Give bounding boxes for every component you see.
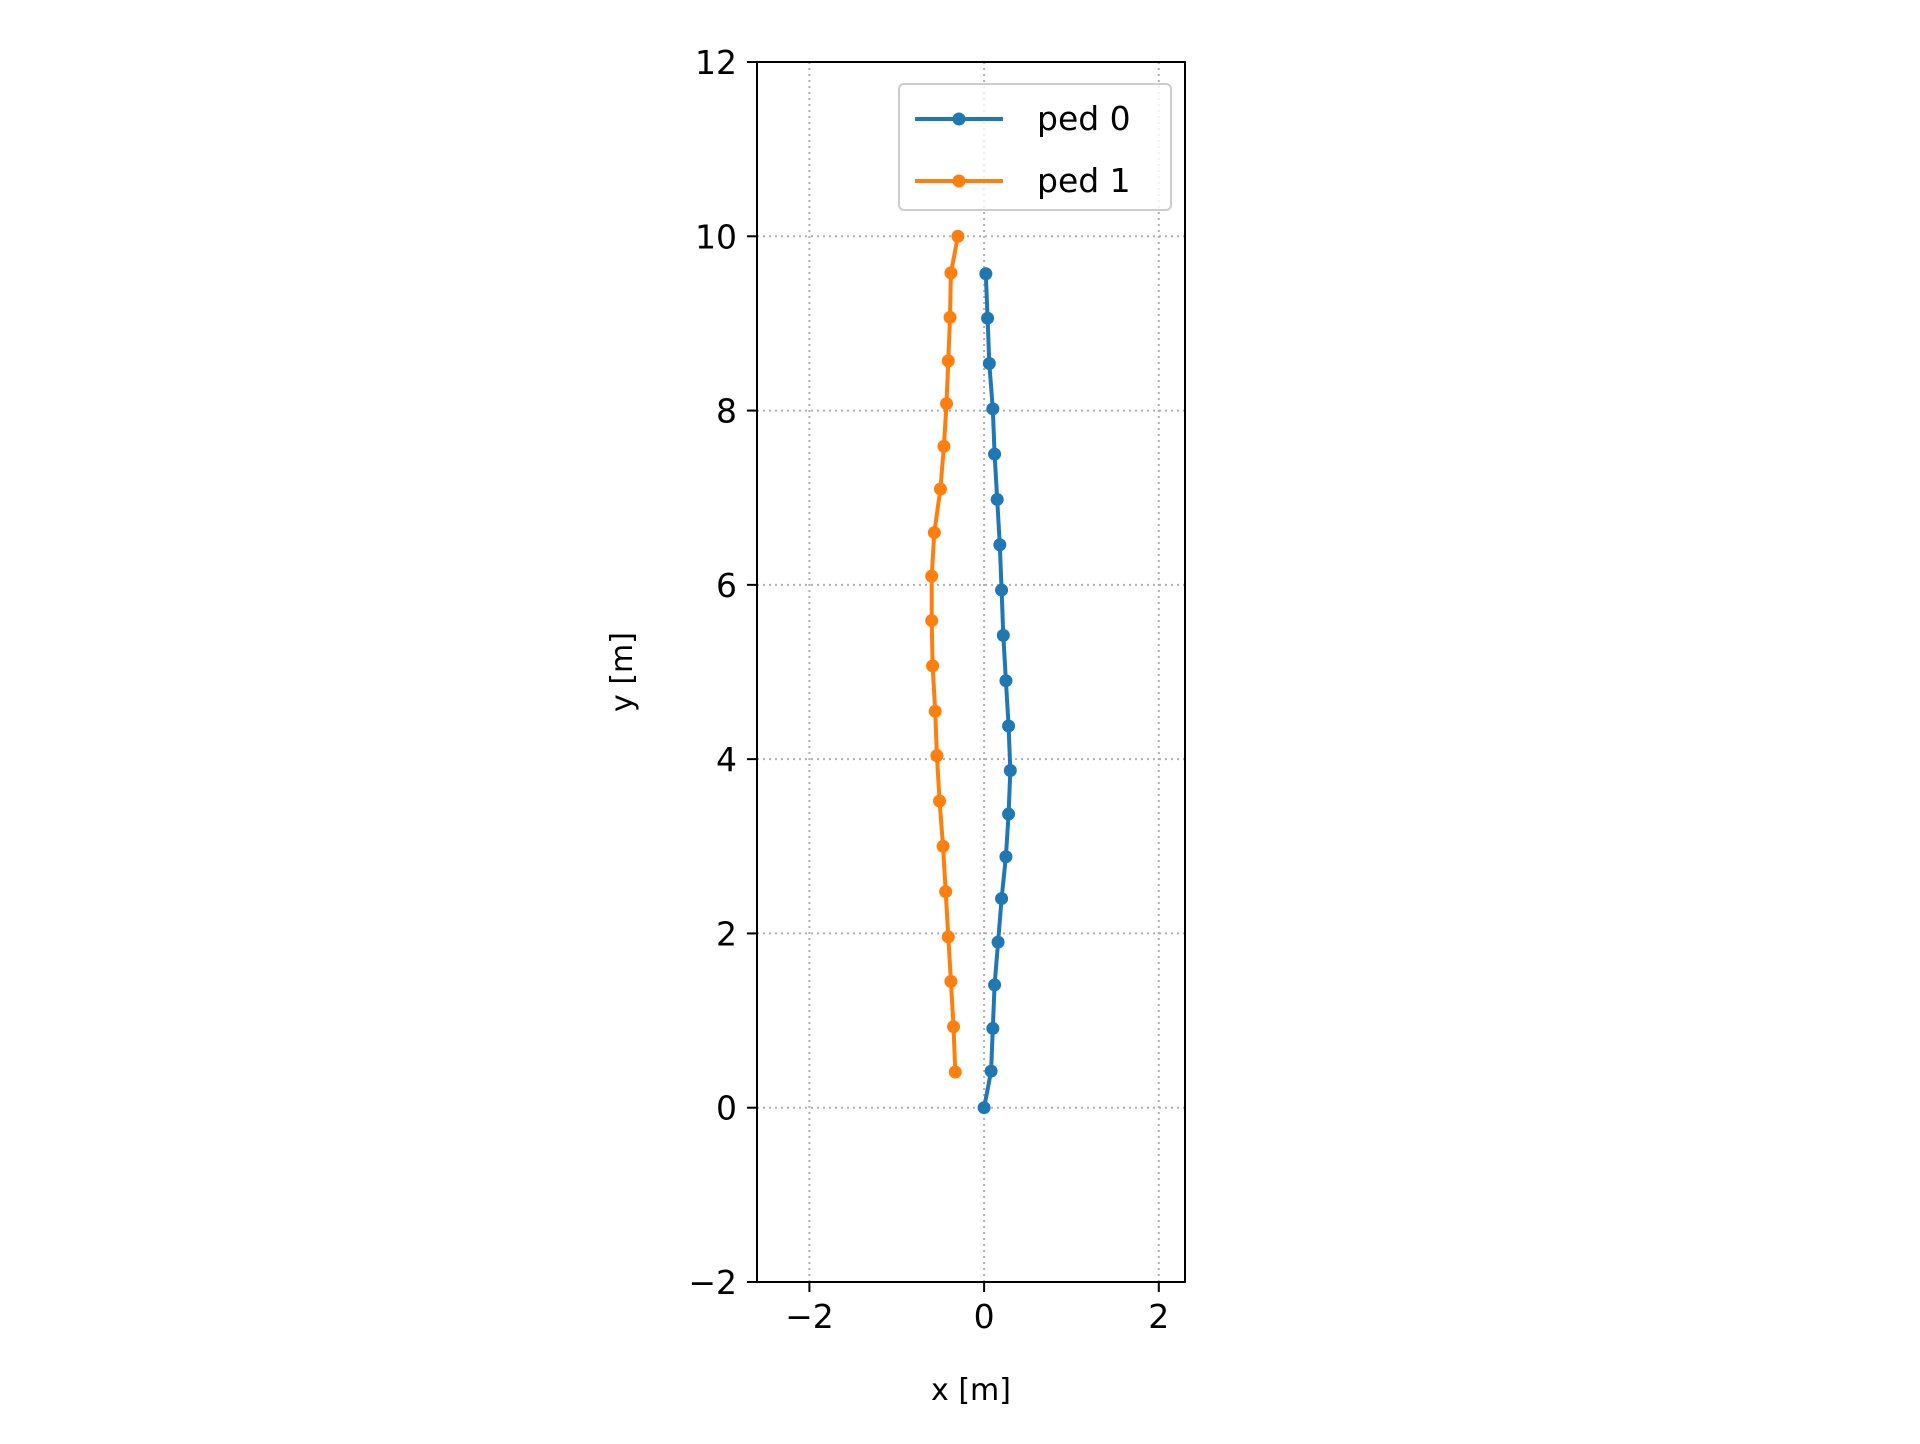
x-tick-label: 0 [974,1297,995,1336]
data-point [948,1065,962,1079]
data-point [940,397,954,411]
data-point [979,267,993,281]
y-tick-label: 0 [716,1089,737,1128]
series-line [929,234,960,1074]
data-point [995,583,1009,597]
data-point [927,526,941,540]
data-point [933,794,947,808]
legend-marker [952,112,966,126]
axis-ticks: −2 0 2 −2 0 2 4 6 8 10 12 [688,43,1169,1336]
legend-item: ped 1 [915,161,1131,200]
data-point [999,850,1013,864]
legend-item: ped 0 [915,99,1131,138]
data-point [981,311,995,325]
data-point [996,628,1010,642]
data-point [925,569,939,583]
data-point [982,357,996,371]
data-point [951,229,965,243]
y-tick-label: 12 [695,43,737,82]
legend-label: ped 0 [1037,99,1131,138]
data-point [995,892,1009,906]
data-point [933,482,947,496]
data-point [986,1021,1000,1035]
x-tick-label: 2 [1148,1297,1169,1336]
data-point [943,310,957,324]
data-point [984,1064,998,1078]
data-point [944,974,958,988]
data-point [936,839,950,853]
series-1 [925,229,965,1079]
legend: ped 0 ped 1 [898,83,1172,211]
data-point [988,978,1002,992]
y-tick-label: 4 [716,740,737,779]
data-point [928,704,942,718]
series-0 [977,267,1017,1115]
data-point [941,930,955,944]
axes-frame [756,61,1186,1283]
legend-box [898,83,1172,211]
data-point [925,614,939,628]
data-point [977,1101,991,1115]
y-tick-label: −2 [688,1263,737,1302]
data-point [937,439,951,453]
data-point [926,659,940,673]
legend-label: ped 1 [1037,161,1131,200]
data-point [1002,719,1016,733]
legend-marker [952,174,966,188]
data-point [1002,807,1016,821]
data-point [947,1020,961,1034]
data-point [991,935,1005,949]
data-point [941,354,955,368]
data-point [944,266,958,280]
y-tick-label: 8 [716,392,737,431]
data-point [990,492,1004,506]
y-tick-label: 10 [695,217,737,256]
data-point [993,538,1007,552]
data-point [999,674,1013,688]
data-point [930,749,944,763]
series-line [982,271,1013,1110]
x-tick-label: −2 [785,1297,834,1336]
x-axis-label: x [m] [931,1373,1011,1408]
y-tick-label: 2 [716,914,737,953]
data-point [1003,763,1017,777]
y-axis-label: y [m] [605,632,640,712]
data-point [988,447,1002,461]
plot-series [925,229,1017,1115]
data-point [986,402,1000,416]
y-tick-label: 6 [716,566,737,605]
data-point [939,885,953,899]
